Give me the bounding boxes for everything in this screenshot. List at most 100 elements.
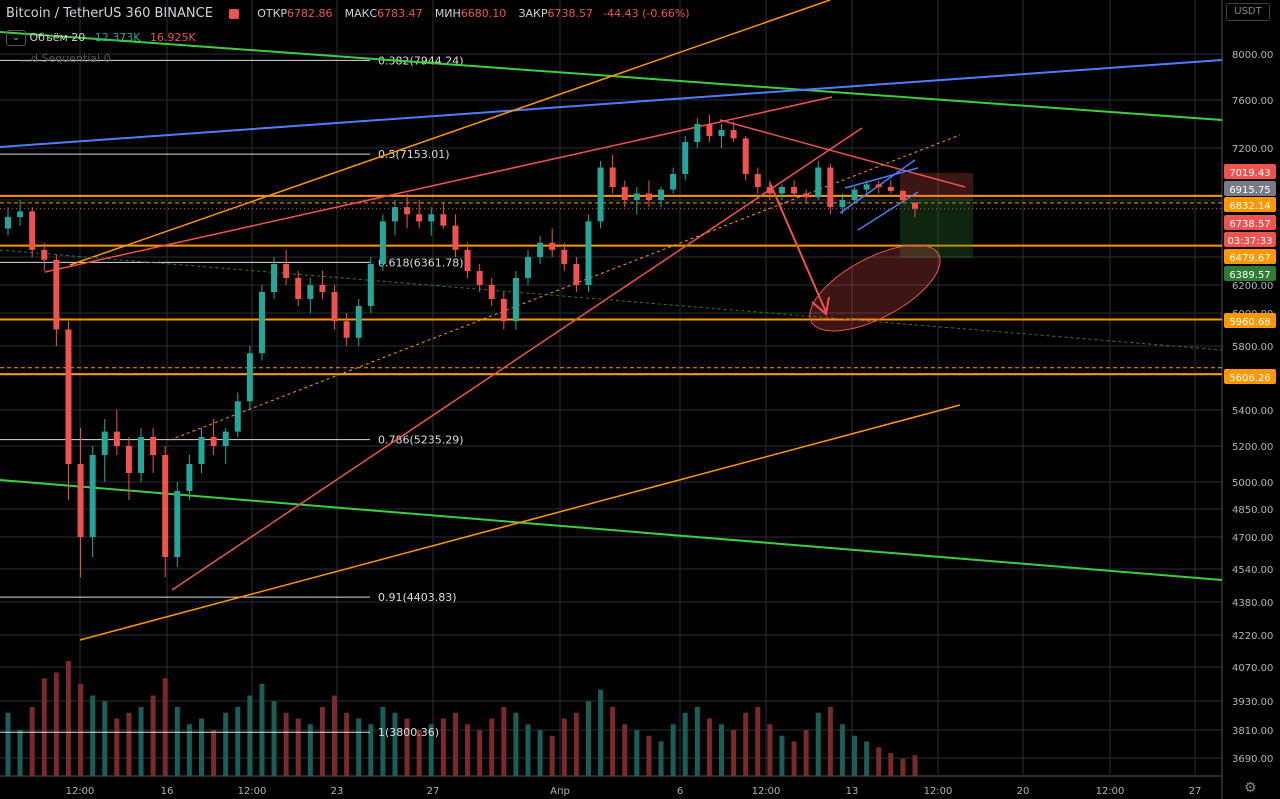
candle-body: [440, 214, 447, 226]
volume-bar: [743, 712, 749, 776]
candle-body: [234, 401, 241, 432]
price-tick-label: 4700.00: [1232, 533, 1273, 544]
volume-bar: [65, 661, 71, 776]
price-tick-label: 4070.00: [1232, 663, 1273, 674]
candle-body: [452, 225, 459, 250]
fib-level-label: 1(3800.36): [378, 726, 439, 739]
volume-bar: [839, 724, 845, 776]
volume-bar: [610, 707, 616, 776]
candle-body: [633, 193, 640, 200]
volume-bar: [440, 718, 446, 776]
time-tick-label: 12:00: [1096, 786, 1125, 797]
candle-body: [803, 193, 810, 198]
price-badge-label: 7019.43: [1229, 168, 1270, 179]
volume-value-2: 16.925K: [149, 31, 196, 44]
time-tick-label: 16: [161, 786, 174, 797]
volume-legend: ⌄ Объём 20 12.373K 16.925K: [6, 30, 196, 46]
candle-body: [464, 249, 471, 271]
volume-bar: [138, 707, 144, 776]
close-label: ЗАКР: [518, 7, 548, 20]
symbol-title[interactable]: Bitcoin / TetherUS: [6, 6, 122, 21]
volume-bar: [332, 695, 338, 776]
candle-body: [476, 271, 483, 285]
volume-bar: [17, 730, 23, 776]
fib-level-label: 0.618(6361.78): [378, 256, 464, 269]
price-axis: [1222, 0, 1280, 799]
volume-bar: [247, 695, 253, 776]
indicator-legend[interactable]: …d Sequential 0: [20, 52, 111, 65]
candle-body: [682, 142, 689, 174]
volume-bar: [731, 730, 737, 776]
blue-channel-line: [844, 167, 919, 189]
interval[interactable]: 360: [125, 6, 151, 21]
price-tick-label: 7600.00: [1232, 96, 1273, 107]
ohlc-color-icon: [229, 8, 240, 19]
price-tick-label: 3810.00: [1232, 726, 1273, 737]
volume-bar: [767, 724, 773, 776]
candle-body: [525, 257, 532, 278]
high-label: МАКС: [344, 7, 378, 20]
volume-bar: [5, 712, 11, 776]
volume-bar: [186, 724, 192, 776]
time-tick-label: 27: [1189, 786, 1202, 797]
candle-body: [512, 278, 519, 322]
orange-trendline: [79, 404, 961, 641]
candle-body: [718, 130, 725, 136]
blue-trendline: [0, 59, 1223, 148]
volume-bar: [162, 678, 168, 776]
candle-body: [694, 124, 701, 142]
volume-value-1: 12.373K: [94, 31, 141, 44]
orange-trendline: [69, 0, 831, 266]
candle-body: [645, 193, 652, 200]
price-badge: [1224, 197, 1276, 212]
open-label: ОТКР: [257, 7, 288, 20]
candle-body: [41, 249, 48, 260]
currency-badge[interactable]: USDT: [1226, 3, 1270, 21]
gear-icon[interactable]: ⚙: [1244, 780, 1257, 796]
price-tick-label: 3930.00: [1232, 697, 1273, 708]
price-tick-label: 8000.00: [1232, 50, 1273, 61]
candle-body: [912, 202, 918, 209]
volume-bar: [706, 718, 712, 776]
candle-body: [125, 446, 132, 473]
volume-bar: [634, 730, 640, 776]
volume-bar: [876, 747, 882, 776]
price-badge: [1224, 313, 1276, 328]
candle-body: [609, 167, 616, 187]
volume-bar: [174, 707, 180, 776]
volume-bar: [561, 718, 567, 776]
candle-body: [573, 264, 580, 285]
stop-loss-zone: [900, 173, 973, 198]
price-badge: [1224, 215, 1276, 230]
candle-body: [791, 187, 798, 194]
price-badge-label: 6832.14: [1229, 201, 1270, 212]
volume-bar: [416, 730, 422, 776]
candle-body: [355, 306, 362, 338]
collapse-toggle-icon[interactable]: ⌄: [6, 30, 26, 46]
candle-body: [162, 455, 169, 557]
volume-bar: [900, 758, 906, 776]
volume-bar: [319, 707, 325, 776]
candle-body: [246, 353, 253, 402]
price-badge: [1224, 164, 1276, 179]
price-badge: [1224, 369, 1276, 384]
volume-bar: [912, 755, 918, 776]
price-tick-label: 7200.00: [1232, 144, 1273, 155]
fib-level-label: 0.91(4403.83): [378, 591, 457, 604]
volume-bar: [356, 718, 362, 776]
volume-label: Объём 20: [29, 31, 86, 44]
volume-bar: [646, 735, 652, 776]
candle-body: [851, 189, 858, 200]
volume-bar: [489, 718, 495, 776]
candle-body: [561, 249, 568, 264]
volume-bar: [41, 678, 47, 776]
volume-bar: [53, 672, 59, 776]
candle-body: [827, 167, 834, 208]
volume-bar: [501, 707, 507, 776]
volume-bar: [537, 730, 543, 776]
volume-bar: [368, 724, 374, 776]
price-badge: [1224, 266, 1276, 281]
volume-bar: [223, 712, 229, 776]
volume-bar: [126, 712, 132, 776]
